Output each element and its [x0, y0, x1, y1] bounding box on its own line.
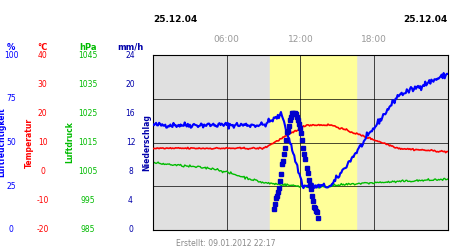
Text: Niederschlag: Niederschlag	[142, 114, 151, 171]
Text: °C: °C	[37, 43, 48, 52]
Text: 100: 100	[4, 50, 18, 59]
Text: 10: 10	[38, 138, 48, 147]
Text: 1015: 1015	[78, 138, 97, 147]
Text: 1035: 1035	[78, 80, 98, 89]
Text: 18:00: 18:00	[361, 36, 387, 44]
Text: mm/h: mm/h	[117, 43, 144, 52]
Text: hPa: hPa	[79, 43, 96, 52]
Text: 0: 0	[128, 226, 133, 234]
Text: 20: 20	[126, 80, 135, 89]
Text: 1025: 1025	[78, 109, 97, 118]
Text: 24: 24	[126, 50, 135, 59]
Text: 995: 995	[81, 196, 95, 205]
Text: 1045: 1045	[78, 50, 98, 59]
Text: -10: -10	[36, 196, 49, 205]
Text: 4: 4	[128, 196, 133, 205]
Text: 12: 12	[126, 138, 135, 147]
Text: %: %	[7, 43, 15, 52]
Text: 25.12.04: 25.12.04	[404, 16, 448, 24]
Text: 0: 0	[9, 226, 14, 234]
Text: 25: 25	[6, 182, 16, 191]
Text: 8: 8	[128, 167, 133, 176]
Text: Luftdruck: Luftdruck	[65, 122, 74, 164]
Text: 0: 0	[40, 167, 45, 176]
Text: 50: 50	[6, 138, 16, 147]
Text: 1005: 1005	[78, 167, 98, 176]
Bar	[270, 55, 356, 230]
Text: 06:00: 06:00	[214, 36, 239, 44]
Text: 985: 985	[81, 226, 95, 234]
Text: 30: 30	[38, 80, 48, 89]
Text: Temperatur: Temperatur	[25, 118, 34, 168]
Text: -20: -20	[36, 226, 49, 234]
Text: Erstellt: 09.01.2012 22:17: Erstellt: 09.01.2012 22:17	[176, 238, 275, 248]
Text: Luftfeuchtigkeit: Luftfeuchtigkeit	[0, 108, 7, 178]
Text: 75: 75	[6, 94, 16, 103]
Text: 25.12.04: 25.12.04	[153, 16, 197, 24]
Text: 16: 16	[126, 109, 135, 118]
Text: 40: 40	[38, 50, 48, 59]
Text: 12:00: 12:00	[288, 36, 313, 44]
Text: 20: 20	[38, 109, 48, 118]
